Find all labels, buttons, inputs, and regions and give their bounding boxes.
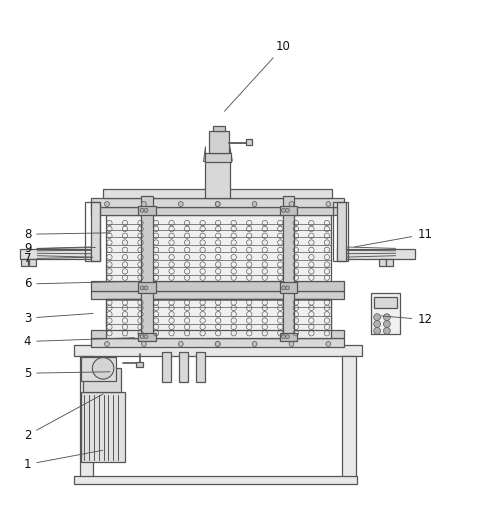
Text: 6: 6 xyxy=(24,278,122,290)
Bar xyxy=(178,352,188,382)
Bar xyxy=(370,293,399,334)
Circle shape xyxy=(325,201,330,207)
Bar xyxy=(105,299,330,330)
Bar xyxy=(212,126,224,131)
Circle shape xyxy=(383,327,389,334)
Circle shape xyxy=(144,208,148,212)
Text: 1: 1 xyxy=(24,450,102,471)
Bar xyxy=(91,330,344,338)
Bar xyxy=(138,206,156,214)
Bar xyxy=(82,368,121,392)
Circle shape xyxy=(215,341,220,346)
Bar xyxy=(373,297,396,308)
Bar xyxy=(91,280,344,291)
Text: 10: 10 xyxy=(224,40,290,111)
Bar xyxy=(103,189,331,198)
Circle shape xyxy=(285,286,289,290)
Text: 8: 8 xyxy=(24,228,110,241)
Bar xyxy=(378,259,385,267)
Bar xyxy=(96,362,106,369)
Circle shape xyxy=(144,286,148,290)
Circle shape xyxy=(288,341,293,346)
Text: 9: 9 xyxy=(24,242,95,256)
Text: 12: 12 xyxy=(381,313,431,326)
Polygon shape xyxy=(203,147,205,161)
Circle shape xyxy=(215,201,220,207)
Bar xyxy=(279,282,297,293)
Bar xyxy=(81,357,116,380)
Circle shape xyxy=(140,286,144,290)
Circle shape xyxy=(373,320,380,327)
Bar xyxy=(385,259,392,267)
Bar xyxy=(81,392,125,463)
Bar xyxy=(29,259,36,267)
Bar xyxy=(20,249,92,259)
Circle shape xyxy=(285,208,289,212)
Bar xyxy=(161,352,171,382)
Bar xyxy=(204,153,230,162)
Bar xyxy=(74,475,356,484)
Circle shape xyxy=(178,341,183,346)
Bar xyxy=(21,259,28,267)
Circle shape xyxy=(92,358,114,379)
Bar xyxy=(85,202,100,260)
Bar xyxy=(136,362,143,367)
Circle shape xyxy=(373,314,380,320)
Bar xyxy=(91,202,100,260)
Circle shape xyxy=(383,314,389,320)
Bar xyxy=(282,196,294,338)
Circle shape xyxy=(252,341,257,346)
Circle shape xyxy=(325,341,330,346)
Circle shape xyxy=(285,335,289,338)
Bar xyxy=(205,161,229,198)
Bar xyxy=(74,345,361,356)
Bar xyxy=(105,299,330,338)
Bar xyxy=(91,207,344,214)
Bar xyxy=(105,214,330,280)
Circle shape xyxy=(104,341,109,346)
Circle shape xyxy=(252,201,257,207)
Bar xyxy=(138,282,156,293)
Circle shape xyxy=(215,201,220,207)
Circle shape xyxy=(144,335,148,338)
Circle shape xyxy=(383,320,389,327)
Text: 5: 5 xyxy=(24,367,110,380)
Bar xyxy=(91,291,344,299)
Bar xyxy=(342,249,414,259)
Circle shape xyxy=(281,286,285,290)
Circle shape xyxy=(281,335,285,338)
Polygon shape xyxy=(229,147,232,161)
Text: 3: 3 xyxy=(24,311,93,325)
Bar xyxy=(80,356,93,481)
Circle shape xyxy=(140,208,144,212)
Circle shape xyxy=(215,341,220,346)
Bar xyxy=(332,202,347,260)
Bar xyxy=(279,333,297,340)
Text: 2: 2 xyxy=(24,394,103,442)
Bar xyxy=(246,139,252,145)
Bar xyxy=(209,131,228,153)
Bar xyxy=(195,352,205,382)
Bar xyxy=(91,247,100,260)
Text: 4: 4 xyxy=(24,335,134,348)
Bar xyxy=(279,206,297,214)
Circle shape xyxy=(281,208,285,212)
Circle shape xyxy=(140,335,144,338)
Text: 7: 7 xyxy=(24,252,93,265)
Circle shape xyxy=(141,341,146,346)
Bar xyxy=(138,333,156,340)
Circle shape xyxy=(178,201,183,207)
Bar xyxy=(91,338,344,347)
Bar xyxy=(336,202,345,260)
Bar xyxy=(341,356,355,481)
Text: 11: 11 xyxy=(354,228,431,247)
Bar xyxy=(141,196,153,338)
Circle shape xyxy=(288,201,293,207)
Circle shape xyxy=(104,201,109,207)
Circle shape xyxy=(373,327,380,334)
Bar xyxy=(336,247,345,260)
Bar xyxy=(91,198,344,208)
Circle shape xyxy=(141,201,146,207)
